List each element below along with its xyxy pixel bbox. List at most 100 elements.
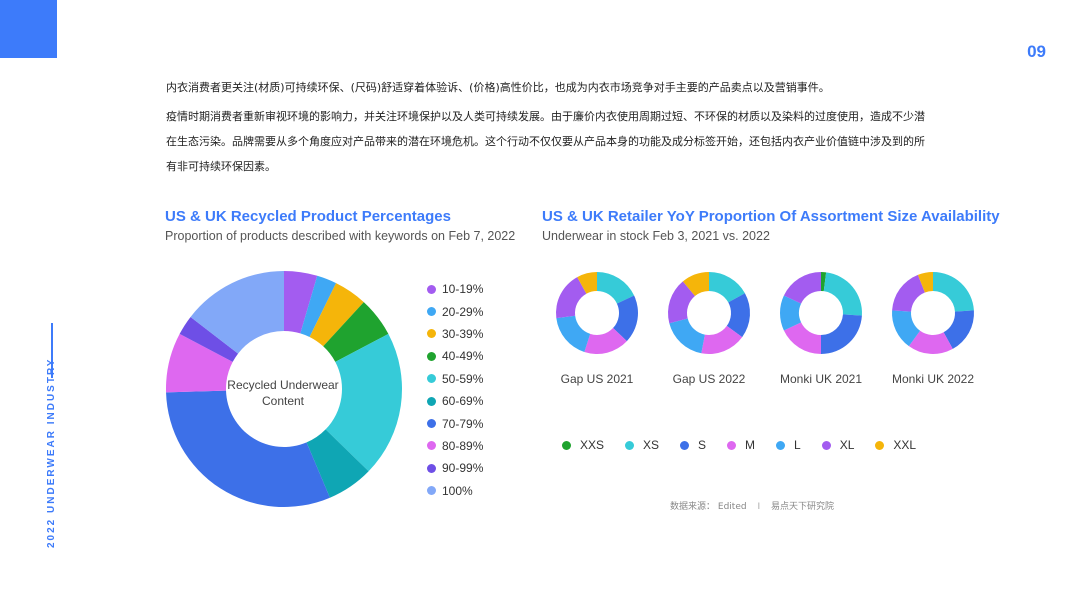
legend-item: XXS xyxy=(562,434,604,456)
recycled-slice-5059 xyxy=(325,333,402,472)
source-edited: Edited xyxy=(717,502,747,512)
legend-item: 50-59% xyxy=(427,368,483,390)
donut-series-label: Monki UK 2022 xyxy=(892,372,974,386)
legend-label: 20-29% xyxy=(442,304,484,319)
legend-swatch xyxy=(875,440,885,450)
legend-label: 30-39% xyxy=(442,326,484,341)
legend-swatch xyxy=(427,329,436,339)
left-chart-title: US & UK Recycled Product Percentages xyxy=(165,208,451,225)
intro-paragraph-1: 内衣消费者更关注(材质)可持续环保、(尺码)舒适穿着体验诉、(价格)高性价比，也… xyxy=(166,81,830,94)
legend-swatch xyxy=(625,440,635,450)
donut-center-label-1: Recycled Underwear xyxy=(227,378,338,392)
size-1-slice-l xyxy=(556,315,591,352)
side-label: 2022 UNDERWEAR INDUSTRY xyxy=(46,357,57,548)
legend-label: XXL xyxy=(893,438,917,453)
legend-label: XS xyxy=(643,438,660,453)
intro-text: 内衣消费者更关注(材质)可持续环保、(尺码)舒适穿着体验诉、(价格)高性价比，也… xyxy=(166,75,926,179)
size-1-slice-xxl xyxy=(577,272,597,294)
size-2-slice-s xyxy=(726,293,750,338)
size-3-slice-xxs xyxy=(821,272,827,292)
legend-label: S xyxy=(698,438,707,453)
legend-swatch xyxy=(680,440,690,450)
right-chart-title: US & UK Retailer YoY Proportion Of Assor… xyxy=(542,208,1000,225)
legend-item: XL xyxy=(821,434,854,456)
right-chart-subtitle: Underwear in stock Feb 3, 2021 vs. 2022 xyxy=(542,229,770,243)
legend-item: 100% xyxy=(427,480,483,502)
legend-item: L xyxy=(776,434,801,456)
recycled-slice-4049 xyxy=(323,302,389,362)
legend-label: XXS xyxy=(580,438,605,453)
legend-swatch xyxy=(821,440,831,450)
legend-item: 30-39% xyxy=(427,323,483,345)
legend-label: 90-99% xyxy=(442,461,484,476)
legend-swatch xyxy=(427,284,436,294)
size-3-slice-l xyxy=(780,295,802,331)
donut-series-label: Monki UK 2021 xyxy=(780,372,862,386)
source-separator: I xyxy=(757,502,761,512)
legend-swatch xyxy=(427,351,436,361)
legend-item: XS xyxy=(625,434,659,456)
legend-item: 60-69% xyxy=(427,390,483,412)
size-legend: XXS XS S M L XL XXL xyxy=(562,434,937,456)
legend-label: 60-69% xyxy=(442,394,484,409)
size-1-slice-s xyxy=(613,295,638,342)
legend-item: 20-29% xyxy=(427,300,483,322)
size-3-slice-m xyxy=(783,322,821,354)
size-2-slice-xs xyxy=(709,272,745,303)
legend-item: 40-49% xyxy=(427,345,483,367)
size-4-slice-xs xyxy=(933,272,974,312)
legend-swatch xyxy=(427,374,436,384)
side-accent-line xyxy=(51,323,53,378)
recycled-slice-3039 xyxy=(309,283,364,347)
legend-item: 90-99% xyxy=(427,457,483,479)
size-2-slice-xl xyxy=(668,281,695,324)
recycled-slice-8089 xyxy=(166,333,233,393)
legend-swatch xyxy=(427,486,436,496)
legend-label: 40-49% xyxy=(442,349,484,364)
legend-item: M xyxy=(727,434,755,456)
size-4-slice-xl xyxy=(892,274,925,312)
legend-label: 80-89% xyxy=(442,438,484,453)
size-2-slice-l xyxy=(669,318,705,354)
recycled-slice-7079 xyxy=(166,390,330,507)
intro-paragraph-2: 疫情时期消费者重新审视环境的影响力，并关注环境保护以及人类可持续发展。由于廉价内… xyxy=(166,110,925,173)
source-note: 数据来源： Edited I 易点天下研究院 xyxy=(670,499,834,512)
size-donut-charts: Gap US 2021 Gap US 2022 Monki UK 2021 Monki… xyxy=(556,272,974,386)
legend-item: XXL xyxy=(875,434,916,456)
recycled-slice-6069 xyxy=(306,429,369,498)
legend-swatch xyxy=(427,419,436,429)
size-4-slice-s xyxy=(943,310,974,349)
legend-label: 10-19% xyxy=(442,282,484,297)
size-1-slice-m xyxy=(584,328,627,354)
recycled-donut-chart: Recycled Underwear Content xyxy=(166,271,402,507)
recycled-slice-9099 xyxy=(179,316,239,362)
legend-swatch xyxy=(776,440,786,450)
donut-center-label-2: Content xyxy=(262,394,305,408)
donut-series-label: Gap US 2021 xyxy=(561,372,634,386)
legend-swatch xyxy=(427,307,436,317)
size-2-slice-m xyxy=(701,325,743,354)
page-number: 09 xyxy=(1027,42,1046,61)
corner-accent-block xyxy=(0,0,57,58)
recycled-slice-100 xyxy=(190,271,284,354)
legend-label: 70-79% xyxy=(442,416,484,431)
legend-swatch xyxy=(427,396,436,406)
legend-swatch xyxy=(427,441,436,451)
legend-item: 70-79% xyxy=(427,412,483,434)
size-4-slice-xxl xyxy=(917,272,933,293)
size-1-slice-xs xyxy=(597,272,635,304)
legend-label: L xyxy=(794,438,801,453)
recycled-slice-2029 xyxy=(300,275,337,337)
legend-item: 80-89% xyxy=(427,435,483,457)
size-3-slice-xl xyxy=(783,272,821,304)
left-chart-subtitle: Proportion of products described with ke… xyxy=(165,229,516,243)
legend-swatch xyxy=(727,440,737,450)
size-3-slice-xs xyxy=(823,272,862,316)
recycled-legend: 10-19% 20-29% 30-39% 40-49% 50-59% 60-69% 70-7… xyxy=(427,278,483,502)
legend-swatch xyxy=(427,463,436,473)
size-4-slice-m xyxy=(908,330,953,354)
legend-label: M xyxy=(745,438,756,453)
size-4-slice-l xyxy=(892,310,921,347)
legend-label: 100% xyxy=(442,483,473,498)
legend-item: 10-19% xyxy=(427,278,483,300)
